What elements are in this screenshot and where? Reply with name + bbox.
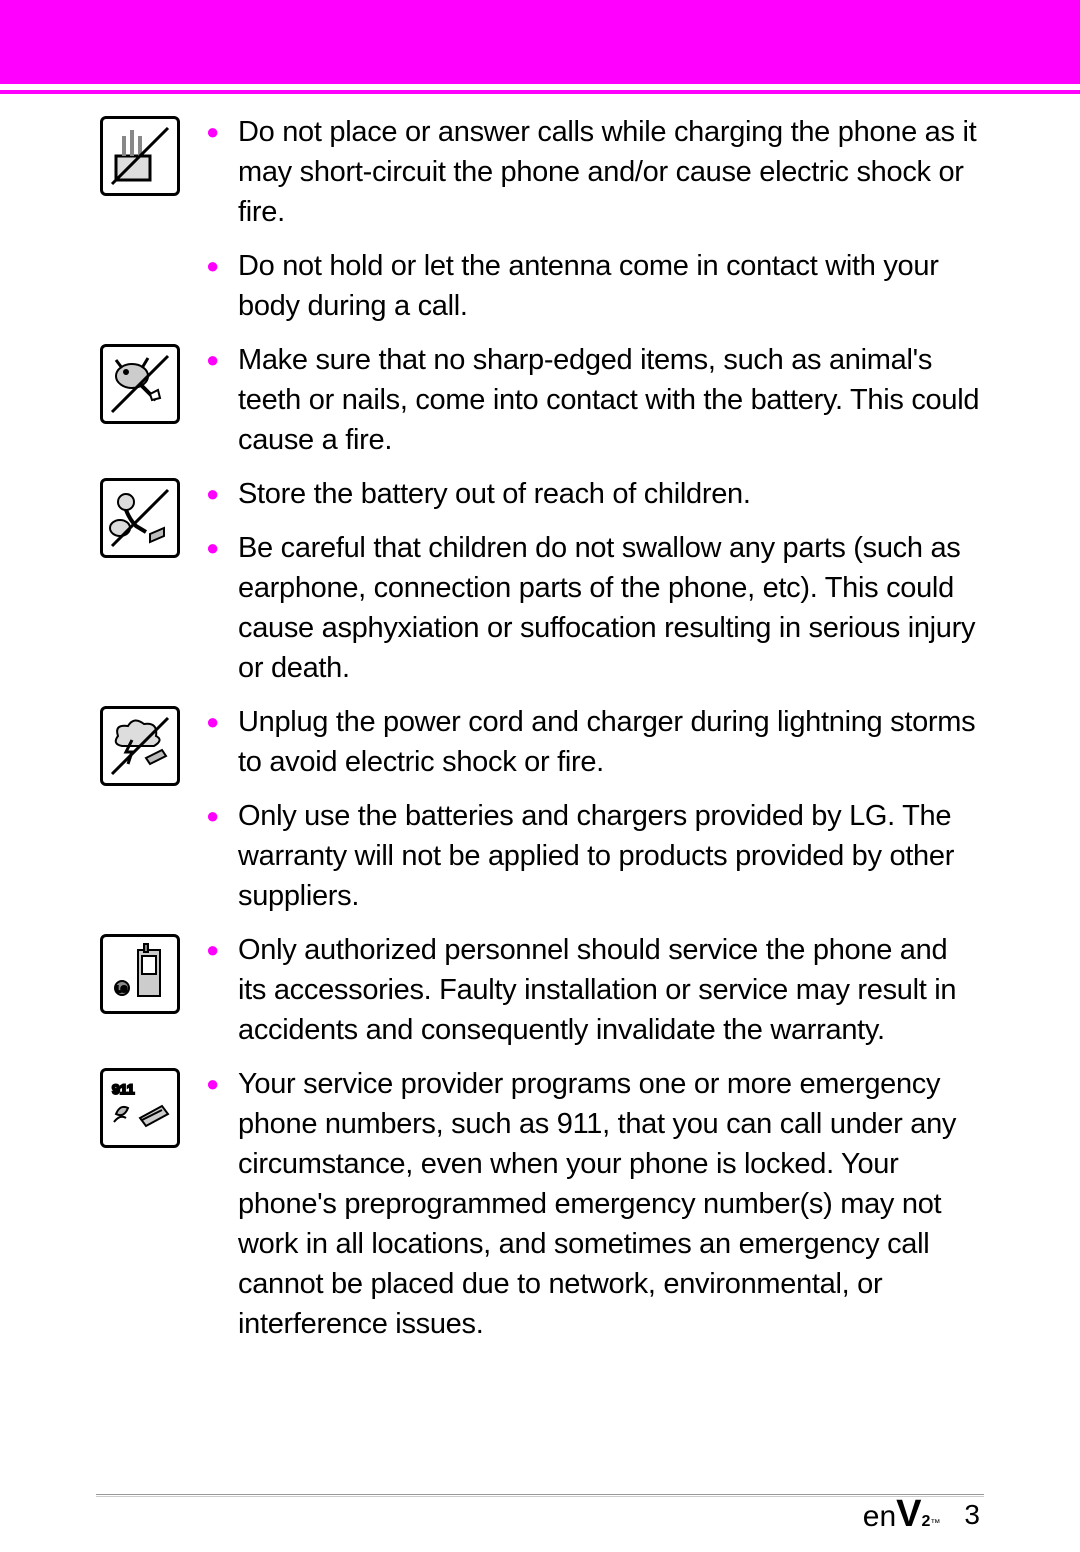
bullet-text: Only authorized personnel should service…	[200, 930, 980, 1050]
baby-reach-icon	[100, 478, 180, 558]
dog-bite-icon	[100, 344, 180, 424]
svg-text:LG: LG	[116, 985, 127, 994]
lg-phone-icon: LG	[100, 934, 180, 1014]
bullet-text: Be careful that children do not swallow …	[200, 528, 980, 688]
emergency-911-icon: 911	[100, 1068, 180, 1148]
bullet-text: Your service provider programs one or mo…	[200, 1064, 980, 1344]
bullet-text: Do not place or answer calls while charg…	[200, 112, 980, 232]
header-bar	[0, 0, 1080, 84]
footer-rule	[96, 1494, 984, 1496]
page-number: 3	[964, 1499, 980, 1531]
safety-row: Do not place or answer calls while charg…	[100, 112, 980, 340]
safety-row: Unplug the power cord and charger during…	[100, 702, 980, 930]
content-area: Do not place or answer calls while charg…	[100, 112, 980, 1358]
bullet-text: Unplug the power cord and charger during…	[200, 702, 980, 782]
header-rule	[0, 90, 1080, 94]
safety-row: Store the battery out of reach of childr…	[100, 474, 980, 702]
env2-logo: enV2™	[863, 1493, 941, 1536]
svg-text:911: 911	[112, 1081, 135, 1097]
page: Do not place or answer calls while charg…	[0, 0, 1080, 1552]
bullet-text: Store the battery out of reach of childr…	[200, 474, 980, 514]
bullet-text: Do not hold or let the antenna come in c…	[200, 246, 980, 326]
bullet-text: Only use the batteries and chargers prov…	[200, 796, 980, 916]
safety-row: Make sure that no sharp-edged items, suc…	[100, 340, 980, 474]
safety-row: 911 Your service provider programs one o…	[100, 1064, 980, 1358]
antenna-book-icon	[100, 116, 180, 196]
logo-part: e	[863, 1500, 880, 1534]
bullet-text: Make sure that no sharp-edged items, suc…	[200, 340, 980, 460]
safety-row: LG Only authorized personnel should serv…	[100, 930, 980, 1064]
page-footer: enV2™ 3	[863, 1493, 980, 1536]
lightning-cloud-phone-icon	[100, 706, 180, 786]
